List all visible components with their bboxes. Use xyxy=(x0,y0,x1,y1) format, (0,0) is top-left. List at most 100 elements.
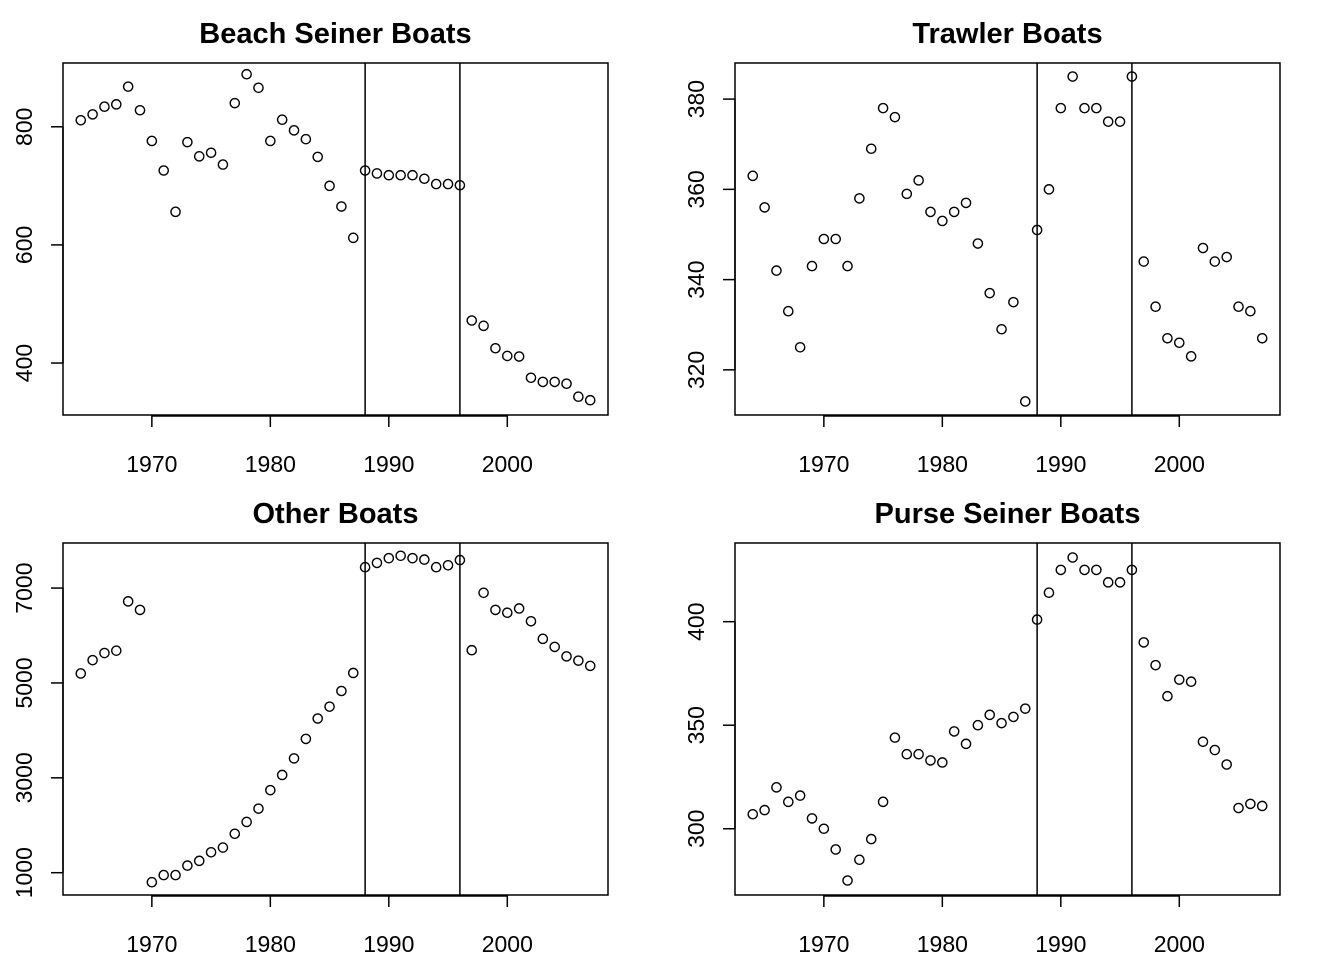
data-point xyxy=(1114,116,1126,127)
data-point xyxy=(525,615,537,627)
x-tick-label: 1990 xyxy=(1035,931,1086,957)
data-point xyxy=(865,143,877,155)
data-point xyxy=(312,713,324,724)
panel-trawler: Trawler Boats 1970 1980 1990 2000 320 340 360 3… xyxy=(683,18,1281,477)
data-point xyxy=(806,260,818,272)
data-point xyxy=(549,376,560,388)
data-point xyxy=(1150,301,1161,312)
data-point xyxy=(75,114,87,126)
data-point xyxy=(99,101,110,113)
data-point xyxy=(146,876,158,888)
data-point xyxy=(490,342,501,354)
data-point xyxy=(537,376,549,388)
x-tick-label: 1990 xyxy=(363,451,414,477)
data-point xyxy=(561,651,572,662)
y-tick-label: 800 xyxy=(11,108,37,146)
data-point xyxy=(972,719,984,731)
data-point xyxy=(865,833,877,845)
data-point xyxy=(383,552,395,564)
data-point xyxy=(359,561,371,573)
data-point xyxy=(336,201,347,212)
data-point xyxy=(217,842,229,853)
data-point xyxy=(1197,242,1209,254)
data-point xyxy=(1256,800,1268,812)
data-point xyxy=(1221,759,1232,770)
data-point xyxy=(771,265,782,276)
data-point xyxy=(747,170,759,182)
data-point xyxy=(158,165,170,176)
y-tick-label: 340 xyxy=(683,260,709,298)
panel-title: Other Boats xyxy=(253,498,419,530)
data-point xyxy=(253,803,264,814)
data-point xyxy=(501,350,513,362)
data-point xyxy=(1091,102,1102,114)
data-point xyxy=(407,552,418,564)
data-point xyxy=(1008,711,1019,723)
data-point xyxy=(948,206,960,218)
y-tick-label: 400 xyxy=(11,344,37,382)
data-point xyxy=(407,169,418,181)
data-point xyxy=(513,603,525,614)
x-tick-label: 2000 xyxy=(1154,451,1205,477)
panel-purse-seiner: Purse Seiner Boats 1970 1980 1990 2000 300 35… xyxy=(683,498,1281,957)
data-point xyxy=(1019,703,1031,714)
data-point xyxy=(1067,71,1078,82)
data-point xyxy=(771,782,782,793)
data-point xyxy=(383,169,395,181)
data-point xyxy=(1233,802,1244,814)
data-point xyxy=(347,667,359,679)
data-point xyxy=(490,604,501,616)
data-point xyxy=(1114,577,1126,588)
x-tick-label: 1980 xyxy=(245,931,296,957)
data-point xyxy=(454,554,466,566)
data-point xyxy=(395,550,406,562)
data-point xyxy=(1019,396,1031,407)
data-point xyxy=(111,645,122,656)
data-point xyxy=(830,233,842,245)
data-point xyxy=(842,260,853,272)
data-point xyxy=(371,168,383,179)
data-point xyxy=(573,391,584,402)
data-point xyxy=(466,644,478,656)
data-point xyxy=(1185,676,1197,688)
data-point xyxy=(1245,798,1256,810)
data-point xyxy=(1126,71,1138,82)
data-point xyxy=(1055,102,1067,114)
data-point xyxy=(1043,184,1055,195)
data-point xyxy=(1209,744,1221,756)
data-point xyxy=(984,709,996,721)
data-point xyxy=(561,378,572,389)
data-point xyxy=(806,813,818,824)
data-point xyxy=(419,554,430,565)
data-point xyxy=(99,647,110,659)
x-tick-label: 1970 xyxy=(126,931,177,957)
data-point xyxy=(1091,564,1102,576)
data-point xyxy=(324,701,335,712)
data-point xyxy=(395,169,406,181)
data-point xyxy=(747,808,759,820)
data-point xyxy=(1138,256,1150,267)
data-point xyxy=(1233,301,1244,312)
data-point xyxy=(794,342,806,353)
data-point xyxy=(371,557,383,569)
data-point xyxy=(217,159,229,170)
data-point xyxy=(854,193,865,204)
data-point xyxy=(430,561,442,573)
data-point xyxy=(759,804,770,816)
data-point xyxy=(253,82,264,94)
data-point xyxy=(312,151,324,163)
data-point xyxy=(1256,332,1268,344)
data-point xyxy=(1067,552,1078,563)
data-point xyxy=(359,165,371,176)
data-point xyxy=(513,351,525,362)
data-point xyxy=(549,641,560,653)
data-point xyxy=(134,104,146,116)
panel-title: Purse Seiner Boats xyxy=(875,498,1141,530)
data-point xyxy=(818,823,830,835)
data-point xyxy=(265,784,276,796)
panel-title: Beach Seiner Boats xyxy=(199,18,471,50)
data-point xyxy=(1221,251,1232,263)
data-point xyxy=(783,796,794,808)
data-point xyxy=(454,179,466,191)
plot-frame xyxy=(734,542,1281,896)
